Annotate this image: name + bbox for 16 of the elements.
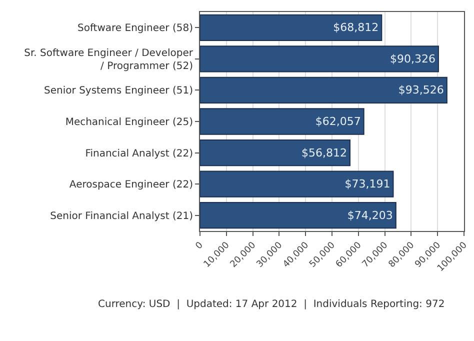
data-label: $68,812	[333, 21, 379, 34]
data-label: $73,191	[344, 178, 390, 191]
y-tick-label: Sr. Software Engineer / Developer / Programmer (52)	[24, 48, 194, 72]
data-label: $56,812	[301, 146, 347, 160]
y-tick-label: Software Engineer (58)	[77, 23, 194, 34]
y-tick-label: Mechanical Engineer (25)	[65, 117, 194, 128]
x-tick-label: 0	[194, 240, 206, 252]
y-tick-label: Senior Financial Analyst (21)	[50, 210, 194, 222]
y-tick-label: Financial Analyst (22)	[85, 148, 194, 160]
y-tick-label: Aerospace Engineer (22)	[69, 180, 194, 191]
data-label: $62,057	[315, 115, 361, 128]
y-tick-label: Senior Systems Engineer (51)	[44, 86, 194, 97]
data-label: $93,526	[398, 84, 444, 97]
text: Currency: USD | Updated: 17 Apr 2012 | Individuals Reporting: 972	[98, 299, 445, 310]
data-label: $90,326	[390, 52, 436, 66]
data-label: $74,203	[347, 208, 393, 222]
